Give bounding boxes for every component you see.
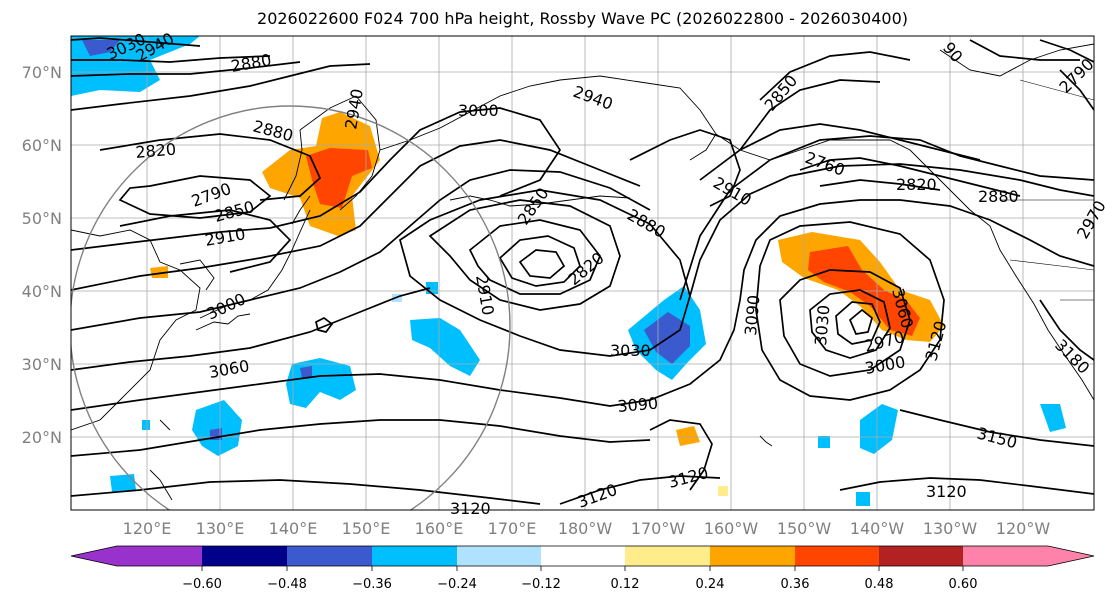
colorbar-tick-label: 0.48 (865, 577, 894, 592)
contour-label: 3090 (741, 294, 763, 336)
lon-label: 150°E (342, 519, 391, 538)
colorbar-segment (372, 546, 457, 566)
contour-label: 3000 (458, 101, 499, 120)
lon-label: 140°E (269, 519, 318, 538)
lon-label: 170°W (631, 519, 686, 538)
colorbar-segment (541, 546, 625, 566)
lon-label: 130°W (923, 519, 978, 538)
colorbar-segment (795, 546, 879, 566)
contour-label: 3120 (926, 482, 967, 501)
borders (1000, 79, 1094, 301)
colorbar-segment (625, 546, 710, 566)
colorbar-segment (287, 546, 372, 566)
colorbar-segment (963, 546, 1048, 566)
map-title: 2026022600 F024 700 hPa height, Rossby W… (257, 9, 908, 28)
colorbar-segment-high (1048, 546, 1094, 566)
lat-label: 40°N (22, 282, 62, 301)
longitude-labels: 120°E 130°E 140°E 150°E 160°E 170°E 180°… (123, 519, 1051, 538)
height-contours (71, 37, 1094, 505)
contour-label: 3090 (617, 394, 659, 416)
lat-label: 70°N (22, 63, 62, 82)
lon-label: 180°W (558, 519, 613, 538)
lon-label: 150°W (777, 519, 832, 538)
lon-label: 130°E (196, 519, 245, 538)
colorbar-ticks (201, 566, 964, 571)
colorbar-tick-label: −0.36 (352, 577, 392, 592)
colorbar-segment (202, 546, 287, 566)
lat-label: 50°N (22, 209, 62, 228)
lon-label: 120°W (996, 519, 1051, 538)
colorbar-tick-label: −0.12 (521, 577, 561, 592)
colorbar-segment (117, 546, 202, 566)
colorbar-tick-label: −0.60 (182, 577, 222, 592)
lat-label: 20°N (22, 428, 62, 447)
reference-circle (71, 105, 511, 510)
map-panel (71, 36, 1094, 510)
contour-label: 2820 (896, 175, 937, 194)
map-border (70, 35, 1095, 511)
colorbar-tick-label: −0.48 (267, 577, 307, 592)
contour-label: 2880 (978, 187, 1019, 206)
contour-label: 2820 (135, 140, 177, 162)
colorbar-tick-label: 0.12 (611, 577, 640, 592)
lat-label: 60°N (22, 136, 62, 155)
colorbar-tick-label: 0.60 (949, 577, 978, 592)
lon-label: 160°E (415, 519, 464, 538)
lon-label: 140°W (850, 519, 905, 538)
colorbar-tick-label: −0.24 (437, 577, 477, 592)
colorbar-tick-label: 0.36 (781, 577, 810, 592)
latitude-labels: 70°N 60°N 50°N 40°N 30°N 20°N (22, 63, 62, 447)
lat-label: 30°N (22, 355, 62, 374)
lon-label: 170°E (488, 519, 537, 538)
lon-label: 160°W (704, 519, 759, 538)
colorbar-segment-low (71, 546, 117, 566)
contour-label: 3030 (610, 341, 651, 360)
contour-labels: 3030 2940 2880 2880 2820 2790 2850 2910 … (104, 29, 1105, 518)
contour-label: 3120 (450, 499, 491, 518)
colorbar-outline (70, 545, 1095, 567)
colorbar-segment (710, 546, 795, 566)
lon-label: 120°E (123, 519, 172, 538)
colorbar-tick-label: 0.24 (696, 577, 725, 592)
contour-label: 3030 (811, 304, 833, 346)
colorbar: −0.60 −0.48 −0.36 −0.24 −0.12 0.12 0.24 … (70, 545, 1095, 592)
colorbar-segment (879, 546, 963, 566)
colorbar-segment (457, 546, 541, 566)
